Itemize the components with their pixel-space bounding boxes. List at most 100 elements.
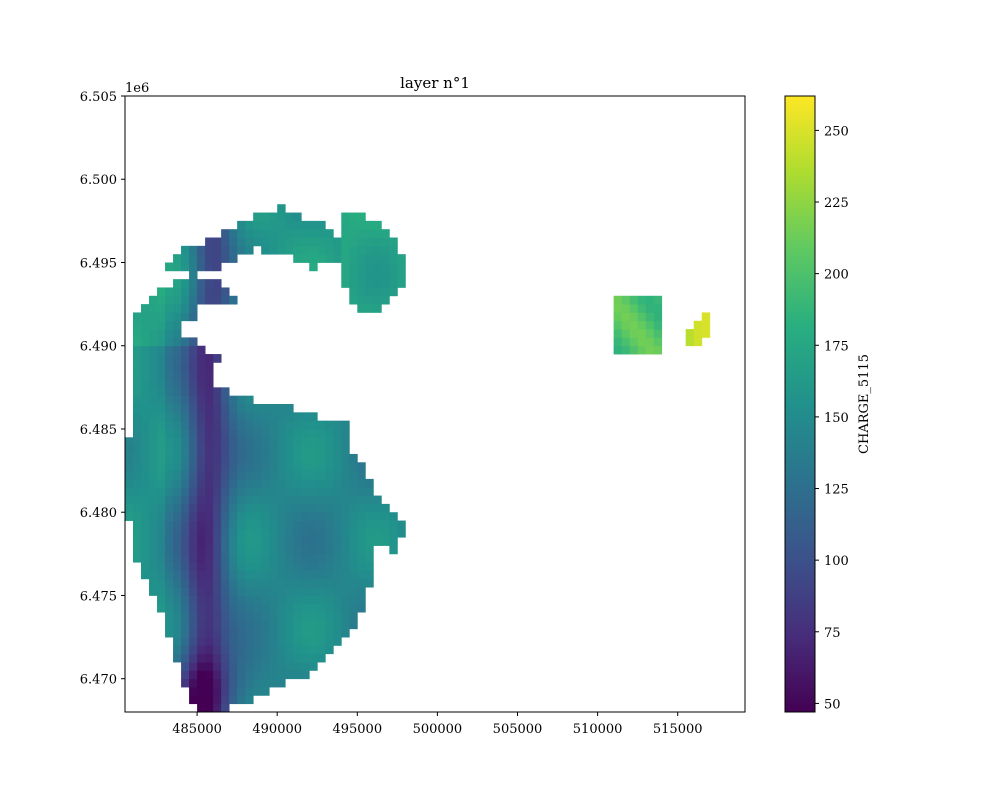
heatmap-cell [277, 503, 286, 513]
heatmap-cell [237, 512, 246, 521]
x-tick: 515000 [653, 712, 703, 737]
heatmap-cell [381, 237, 390, 247]
heatmap-cell [285, 578, 294, 588]
heatmap-cell [317, 603, 326, 613]
heatmap-cell [125, 453, 134, 463]
heatmap-cell [365, 578, 374, 588]
heatmap-cell [165, 412, 174, 422]
heatmap-cell [133, 312, 142, 322]
heatmap-cell [181, 304, 190, 313]
heatmap-cell [229, 545, 238, 555]
heatmap-cell [197, 620, 206, 630]
heatmap-cell [613, 337, 623, 347]
x-tick-label: 500000 [413, 722, 463, 737]
heatmap-cell [277, 628, 286, 638]
heatmap-cell [237, 587, 246, 596]
heatmap-cell [141, 470, 150, 480]
heatmap-cell [173, 562, 182, 571]
heatmap-cell [261, 653, 270, 663]
heatmap-cell [221, 412, 230, 422]
colorbar-tick: 100 [815, 554, 849, 569]
colorbar-tick: 50 [815, 697, 841, 712]
heatmap-cell [213, 295, 222, 305]
heatmap-cell [381, 254, 390, 263]
heatmap-cell [325, 637, 334, 646]
heatmap-cell [653, 295, 663, 305]
heatmap-cell [149, 545, 158, 555]
heatmap-cell [317, 495, 326, 505]
heatmap-cell [269, 462, 278, 471]
heatmap-cell [173, 637, 182, 646]
heatmap-cell [277, 453, 286, 463]
heatmap-cell [261, 587, 270, 596]
heatmap-cell [165, 520, 174, 530]
heatmap-cell [197, 553, 206, 563]
heatmap-cell [189, 254, 198, 263]
heatmap-cell [245, 620, 254, 630]
heatmap-cell [373, 503, 382, 513]
heatmap-cell [221, 512, 230, 521]
heatmap-cell [229, 553, 238, 563]
heatmap-cell [133, 537, 142, 546]
heatmap-cell [269, 645, 278, 655]
heatmap-cell [349, 578, 358, 588]
heatmap-cell [189, 295, 198, 305]
heatmap-cell [325, 520, 334, 530]
heatmap-cell [397, 270, 406, 280]
heatmap-cell [189, 603, 198, 613]
heatmap-cell [173, 487, 182, 496]
heatmap-cell [269, 237, 278, 247]
colorbar-tick-label: 150 [824, 411, 849, 426]
heatmap-cell [189, 687, 198, 696]
heatmap-cell [181, 553, 190, 563]
heatmap-cell [301, 603, 310, 613]
heatmap-cell [397, 262, 406, 272]
heatmap-cell [349, 470, 358, 480]
heatmap-cell [301, 570, 310, 580]
heatmap-cell [349, 279, 358, 288]
y-tick: 6.495 [80, 256, 125, 271]
heatmap-cell [645, 295, 655, 305]
heatmap-cell [221, 662, 230, 671]
heatmap-cell [269, 528, 278, 538]
heatmap-cell [637, 320, 647, 330]
heatmap-cell [341, 503, 350, 513]
heatmap-cell [221, 462, 230, 471]
heatmap-cell [221, 254, 230, 263]
heatmap-cell [189, 279, 198, 288]
heatmap-cell [237, 637, 246, 646]
heatmap-cell [645, 304, 655, 313]
heatmap-cell [277, 612, 286, 621]
heatmap-cell [301, 220, 310, 230]
heatmap-cell [197, 595, 206, 605]
heatmap-cell [261, 437, 270, 447]
heatmap-cell [293, 595, 302, 605]
heatmap-cell [309, 528, 318, 538]
heatmap-cell [373, 520, 382, 530]
heatmap-cell [205, 703, 214, 712]
heatmap-cell [325, 428, 334, 438]
x-tick: 500000 [413, 712, 463, 737]
heatmap-cell [165, 495, 174, 505]
colorbar-tick-label: 50 [824, 697, 841, 712]
heatmap-cell [285, 237, 294, 247]
heatmap-cell [173, 304, 182, 313]
heatmap-cell [325, 478, 334, 488]
heatmap-cell [173, 437, 182, 447]
heatmap-cell [165, 354, 174, 363]
heatmap-cell [173, 312, 182, 322]
heatmap-cell [197, 587, 206, 596]
heatmap-cell [213, 578, 222, 588]
heatmap-cell [357, 462, 366, 471]
heatmap-cell [325, 620, 334, 630]
heatmap-cell [381, 537, 390, 546]
heatmap-cell [301, 545, 310, 555]
heatmap-cell [229, 512, 238, 521]
heatmap-cell [173, 362, 182, 372]
heatmap-cell [325, 254, 334, 263]
heatmap-cell [301, 487, 310, 496]
heatmap-cell [237, 528, 246, 538]
heatmap-cell [349, 262, 358, 272]
heatmap-cell [261, 603, 270, 613]
heatmap-cell [141, 520, 150, 530]
